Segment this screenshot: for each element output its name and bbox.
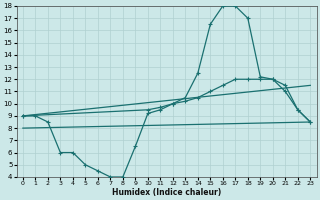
X-axis label: Humidex (Indice chaleur): Humidex (Indice chaleur) xyxy=(112,188,221,197)
